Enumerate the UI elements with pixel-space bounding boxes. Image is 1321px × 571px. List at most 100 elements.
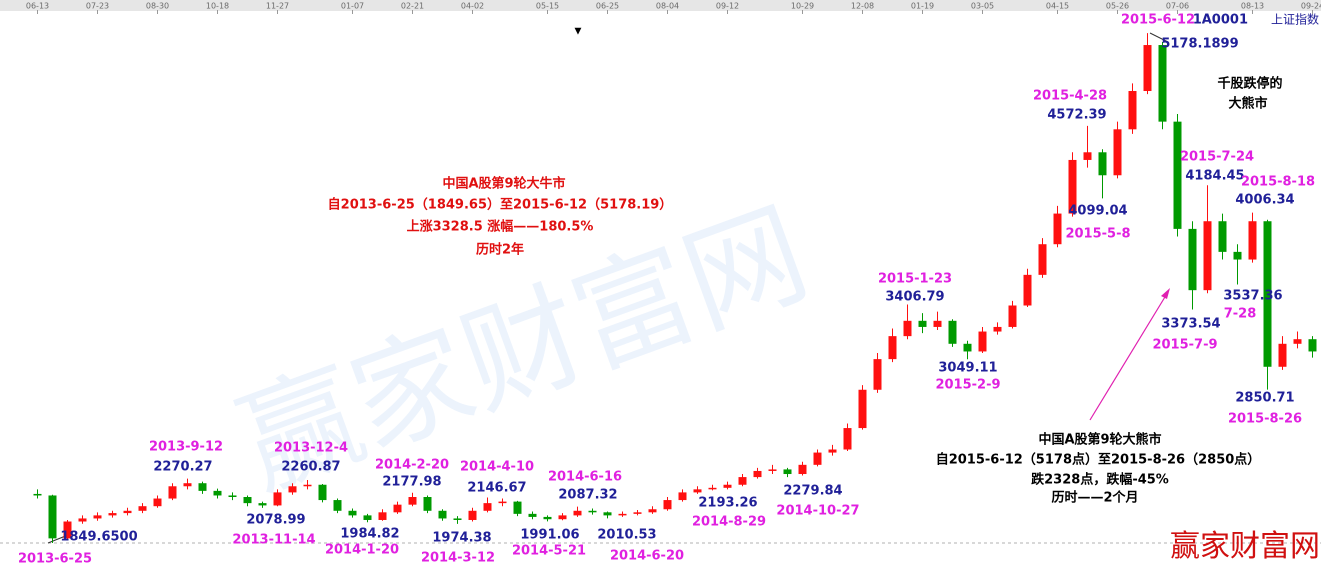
- annotation: 4099.04: [1068, 204, 1127, 219]
- annotation: 2014-4-10: [460, 460, 534, 475]
- candle-body: [243, 497, 252, 504]
- annotation: 2078.99: [246, 513, 305, 528]
- annotation: 1984.82: [340, 527, 399, 542]
- annotation: 上涨3328.5 涨幅——180.5%: [407, 219, 594, 235]
- annotation: 跌2328点，跌幅-45%: [1031, 472, 1169, 488]
- annotation: 2015-4-28: [1033, 89, 1107, 104]
- candle-body: [993, 326, 1002, 332]
- candle-body: [858, 389, 867, 429]
- candle-body: [408, 497, 417, 505]
- annotation: 2177.98: [382, 475, 441, 490]
- x-tick-label: 08-30: [146, 2, 169, 11]
- candle-body: [1053, 213, 1062, 245]
- annotation: 3537.36: [1223, 289, 1282, 304]
- annotation: 大熊市: [1228, 96, 1267, 112]
- annotation: 3373.54: [1161, 317, 1220, 332]
- candle-body: [333, 500, 342, 511]
- candle-body: [663, 500, 672, 510]
- x-tick-label: 07-23: [86, 2, 109, 11]
- x-tick-label: 06-25: [596, 2, 619, 11]
- annotation: 7-28: [1224, 307, 1257, 322]
- annotation: 历时2年: [476, 242, 524, 258]
- candle-body: [258, 503, 267, 506]
- candle-body: [78, 518, 87, 522]
- x-tick-label: 08-13: [1241, 2, 1264, 11]
- candle-body: [513, 501, 522, 514]
- annotation: 2014-8-29: [692, 515, 766, 530]
- annotation: 5178.1899: [1161, 37, 1238, 52]
- annotation: 2270.27: [153, 460, 212, 475]
- candle-body: [138, 506, 147, 511]
- candle-body: [213, 490, 222, 496]
- candle-body: [798, 464, 807, 475]
- candle-body: [228, 495, 237, 498]
- candle-body: [1203, 221, 1212, 291]
- candle-body: [753, 470, 762, 478]
- x-tick-label: 10-18: [206, 2, 229, 11]
- annotation: 2013-12-4: [274, 441, 348, 456]
- arrow-head: [1161, 288, 1170, 299]
- annotation: 2014-3-12: [421, 551, 495, 566]
- x-tick-label: 04-15: [1046, 2, 1069, 11]
- candle-body: [933, 320, 942, 327]
- candle-body: [903, 320, 912, 337]
- marker: ▼: [575, 27, 582, 37]
- candle-body: [558, 515, 567, 520]
- candle-body: [828, 449, 837, 453]
- candle-body: [303, 484, 312, 487]
- candle-body: [393, 504, 402, 513]
- x-tick-label: 06-13: [26, 2, 49, 11]
- candle-body: [723, 484, 732, 488]
- annotation: 2087.32: [558, 488, 617, 503]
- x-tick-label: 10-29: [791, 2, 814, 11]
- candle-body: [1248, 221, 1257, 260]
- x-tick-label: 02-21: [401, 2, 424, 11]
- logo: 赢家财富网: [1170, 529, 1320, 564]
- candle-body: [183, 483, 192, 487]
- candle-body: [1158, 45, 1167, 122]
- annotation: 2015-2-9: [935, 378, 1000, 393]
- candle-body: [1098, 152, 1107, 176]
- candle-body: [1218, 221, 1227, 252]
- annotation: 2015-7-24: [1180, 150, 1254, 165]
- annotation: 2014-5-21: [512, 544, 586, 559]
- candle-body: [1278, 343, 1287, 367]
- candle-body: [168, 486, 177, 499]
- candle-body: [948, 320, 957, 344]
- annotation: 2015-1-23: [878, 272, 952, 287]
- candle-body: [1188, 228, 1197, 291]
- leader-line: [1149, 32, 1169, 43]
- candle-body: [1173, 121, 1182, 229]
- candle-body: [1008, 305, 1017, 327]
- candle-body: [438, 510, 447, 519]
- candle-body: [633, 512, 642, 514]
- annotation: 自2015-6-12（5178点）至2015-8-26（2850点）: [936, 452, 1261, 468]
- candle-body: [288, 486, 297, 493]
- annotation: 2014-6-16: [548, 470, 622, 485]
- annotation: 2279.84: [783, 484, 842, 499]
- candle-body: [543, 516, 552, 520]
- candle-body: [1068, 159, 1077, 214]
- candle-body: [588, 510, 597, 513]
- candle-body: [738, 477, 747, 485]
- annotation: 2015-6-12: [1121, 13, 1195, 28]
- candle-body: [678, 492, 687, 501]
- annotation: 4184.45: [1185, 169, 1244, 184]
- x-tick-label: 04-02: [461, 2, 484, 11]
- candle-body: [1308, 339, 1317, 352]
- candle-body: [108, 513, 117, 516]
- x-tick-label: 12-08: [851, 2, 874, 11]
- candle-body: [873, 359, 882, 390]
- candle-body: [1293, 339, 1302, 344]
- candle-body: [1233, 251, 1242, 260]
- candle-body: [48, 495, 57, 539]
- annotation: 3049.11: [938, 361, 997, 376]
- x-tick-label: 05-15: [536, 2, 559, 11]
- annotation: 2014-1-20: [325, 543, 399, 558]
- candle-body: [918, 320, 927, 327]
- x-tick-label: 08-04: [656, 2, 679, 11]
- annotation: 2015-8-18: [1241, 175, 1315, 190]
- annotation: 4006.34: [1235, 193, 1294, 208]
